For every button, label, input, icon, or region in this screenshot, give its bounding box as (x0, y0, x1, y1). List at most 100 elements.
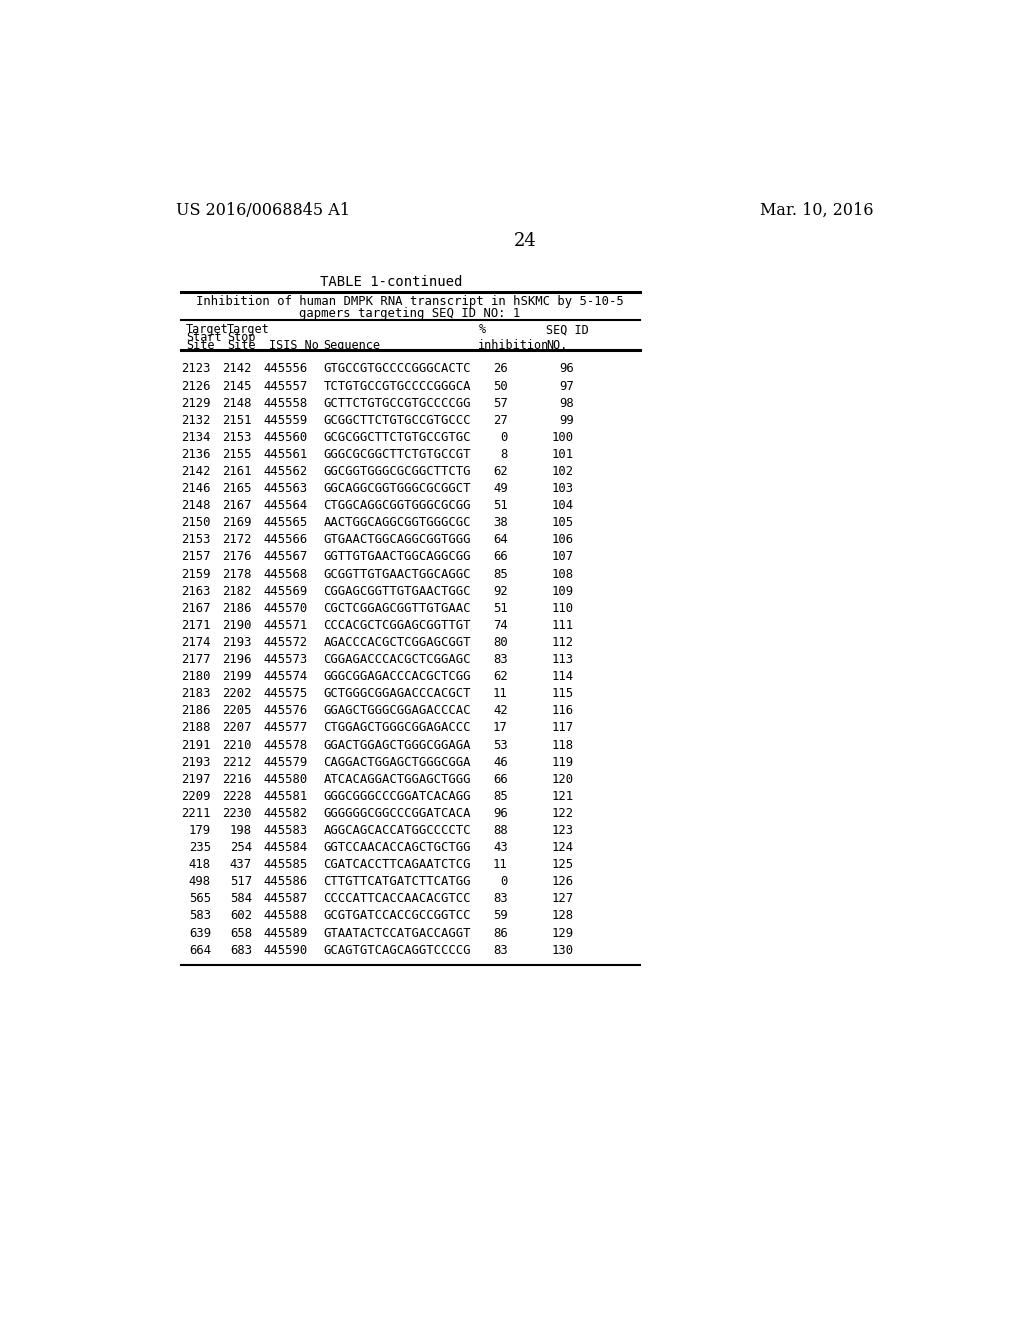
Text: GGAGCTGGGCGGAGACCCAC: GGAGCTGGGCGGAGACCCAC (324, 705, 471, 717)
Text: 565: 565 (188, 892, 211, 906)
Text: inhibition: inhibition (478, 339, 550, 351)
Text: 74: 74 (493, 619, 508, 632)
Text: 2182: 2182 (222, 585, 252, 598)
Text: 2186: 2186 (222, 602, 252, 615)
Text: 445565: 445565 (263, 516, 308, 529)
Text: 83: 83 (493, 892, 508, 906)
Text: 2196: 2196 (222, 653, 252, 667)
Text: CAGGACTGGAGCTGGGCGGA: CAGGACTGGAGCTGGGCGGA (324, 755, 471, 768)
Text: 639: 639 (188, 927, 211, 940)
Text: GGCAGGCGGTGGGCGCGGCT: GGCAGGCGGTGGGCGCGGCT (324, 482, 471, 495)
Text: Site: Site (186, 339, 215, 351)
Text: 445564: 445564 (263, 499, 308, 512)
Text: 102: 102 (552, 465, 573, 478)
Text: 2167: 2167 (181, 602, 211, 615)
Text: 97: 97 (559, 380, 573, 392)
Text: 121: 121 (552, 789, 573, 803)
Text: 2209: 2209 (181, 789, 211, 803)
Text: 2176: 2176 (222, 550, 252, 564)
Text: 0: 0 (501, 430, 508, 444)
Text: 445558: 445558 (263, 396, 308, 409)
Text: 2159: 2159 (181, 568, 211, 581)
Text: 445582: 445582 (263, 807, 308, 820)
Text: 99: 99 (559, 413, 573, 426)
Text: Sequence: Sequence (324, 339, 380, 351)
Text: 445568: 445568 (263, 568, 308, 581)
Text: 2207: 2207 (222, 722, 252, 734)
Text: 445587: 445587 (263, 892, 308, 906)
Text: GCGCGGCTTCTGTGCCGTGC: GCGCGGCTTCTGTGCCGTGC (324, 430, 471, 444)
Text: 105: 105 (552, 516, 573, 529)
Text: 2205: 2205 (222, 705, 252, 717)
Text: 2190: 2190 (222, 619, 252, 632)
Text: 2211: 2211 (181, 807, 211, 820)
Text: 57: 57 (493, 396, 508, 409)
Text: 2197: 2197 (181, 772, 211, 785)
Text: 445573: 445573 (263, 653, 308, 667)
Text: Target: Target (227, 323, 270, 337)
Text: Mar. 10, 2016: Mar. 10, 2016 (760, 202, 873, 219)
Text: 2134: 2134 (181, 430, 211, 444)
Text: 2132: 2132 (181, 413, 211, 426)
Text: GCTGGGCGGAGACCCACGCT: GCTGGGCGGAGACCCACGCT (324, 688, 471, 700)
Text: 83: 83 (493, 944, 508, 957)
Text: 126: 126 (552, 875, 573, 888)
Text: 50: 50 (493, 380, 508, 392)
Text: 2153: 2153 (181, 533, 211, 546)
Text: 62: 62 (493, 671, 508, 684)
Text: GGTCCAACACCAGCTGCTGG: GGTCCAACACCAGCTGCTGG (324, 841, 471, 854)
Text: 129: 129 (552, 927, 573, 940)
Text: 2148: 2148 (181, 499, 211, 512)
Text: 64: 64 (493, 533, 508, 546)
Text: 2123: 2123 (181, 363, 211, 375)
Text: 117: 117 (552, 722, 573, 734)
Text: 445580: 445580 (263, 772, 308, 785)
Text: AGGCAGCACCATGGCCCCTC: AGGCAGCACCATGGCCCCTC (324, 824, 471, 837)
Text: TCTGTGCCGTGCCCCGGGCA: TCTGTGCCGTGCCCCGGGCA (324, 380, 471, 392)
Text: 11: 11 (493, 858, 508, 871)
Text: 2169: 2169 (222, 516, 252, 529)
Text: 2216: 2216 (222, 772, 252, 785)
Text: 445584: 445584 (263, 841, 308, 854)
Text: 445559: 445559 (263, 413, 308, 426)
Text: 103: 103 (552, 482, 573, 495)
Text: 98: 98 (559, 396, 573, 409)
Text: 2228: 2228 (222, 789, 252, 803)
Text: 124: 124 (552, 841, 573, 854)
Text: 119: 119 (552, 755, 573, 768)
Text: 26: 26 (493, 363, 508, 375)
Text: 445563: 445563 (263, 482, 308, 495)
Text: 116: 116 (552, 705, 573, 717)
Text: 602: 602 (229, 909, 252, 923)
Text: CTTGTTCATGATCTTCATGG: CTTGTTCATGATCTTCATGG (324, 875, 471, 888)
Text: 437: 437 (229, 858, 252, 871)
Text: 445574: 445574 (263, 671, 308, 684)
Text: 498: 498 (188, 875, 211, 888)
Text: 49: 49 (493, 482, 508, 495)
Text: 664: 664 (188, 944, 211, 957)
Text: 2202: 2202 (222, 688, 252, 700)
Text: GCGGTTGTGAACTGGCAGGC: GCGGTTGTGAACTGGCAGGC (324, 568, 471, 581)
Text: 445578: 445578 (263, 738, 308, 751)
Text: 445588: 445588 (263, 909, 308, 923)
Text: 2142: 2142 (181, 465, 211, 478)
Text: 2172: 2172 (222, 533, 252, 546)
Text: GGGCGCGGCTTCTGTGCCGT: GGGCGCGGCTTCTGTGCCGT (324, 447, 471, 461)
Text: 130: 130 (552, 944, 573, 957)
Text: 445586: 445586 (263, 875, 308, 888)
Text: 86: 86 (493, 927, 508, 940)
Text: 2146: 2146 (181, 482, 211, 495)
Text: 2193: 2193 (181, 755, 211, 768)
Text: 583: 583 (188, 909, 211, 923)
Text: CTGGCAGGCGGTGGGCGCGG: CTGGCAGGCGGTGGGCGCGG (324, 499, 471, 512)
Text: 59: 59 (493, 909, 508, 923)
Text: 8: 8 (501, 447, 508, 461)
Text: 2129: 2129 (181, 396, 211, 409)
Text: GGCGGTGGGCGCGGCTTCTG: GGCGGTGGGCGCGGCTTCTG (324, 465, 471, 478)
Text: 2193: 2193 (222, 636, 252, 649)
Text: 2163: 2163 (181, 585, 211, 598)
Text: Inhibition of human DMPK RNA transcript in hSKMC by 5-10-5: Inhibition of human DMPK RNA transcript … (197, 296, 624, 309)
Text: 42: 42 (493, 705, 508, 717)
Text: 123: 123 (552, 824, 573, 837)
Text: 85: 85 (493, 568, 508, 581)
